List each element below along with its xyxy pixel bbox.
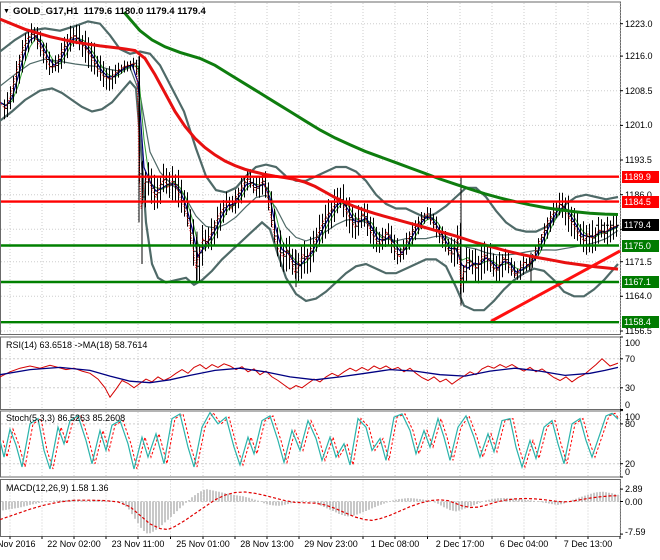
price-axis-label: 1208.5 <box>625 85 653 96</box>
price-axis-label: 1201.0 <box>625 120 653 131</box>
macd-signal-line <box>0 491 619 531</box>
support-price-badge: 1158.4 <box>622 316 659 329</box>
rsi-axis-label: 30 <box>625 382 636 393</box>
price-bars <box>3 23 618 306</box>
bollinger-middle-band <box>0 58 619 256</box>
time-axis-label: 2 Dec 17:00 <box>435 539 485 549</box>
time-axis-label: 7 Dec 13:00 <box>563 539 613 549</box>
chart-title: ▼ GOLD_G17,H1 1179.6 1180.0 1179.4 1179.4 <box>3 6 206 17</box>
resistance-price-badge: 1189.9 <box>622 170 659 183</box>
stoch-signal-line <box>2 411 620 470</box>
price-axis-label: 1216.0 <box>625 51 653 62</box>
macd-indicator-label: MACD(12,26,9) 1.58 1.36 <box>6 483 109 493</box>
rsi-axis-label: 0 <box>625 399 631 410</box>
macd-axis-label: -7.59 <box>625 526 646 537</box>
price-axis-label: 1156.5 <box>625 325 652 336</box>
bollinger-upper-band <box>0 20 619 233</box>
time-axis-label: 22 Nov 02:00 <box>47 539 101 549</box>
stoch-axis-label: 20 <box>625 458 636 469</box>
time-axis-label: 29 Nov 23:00 <box>304 539 358 549</box>
stoch-axis-label: 0 <box>625 467 631 477</box>
symbol-period-label: GOLD_G17,H1 <box>12 6 79 17</box>
time-axis-label: 1 Dec 08:00 <box>370 539 420 549</box>
resistance-price-badge: 1184.5 <box>622 195 659 208</box>
macd-histogram <box>2 489 619 534</box>
current-price-badge: 1179.4 <box>622 219 659 232</box>
macd-axis-label: 2.89 <box>625 484 643 495</box>
ascending-trendline <box>490 249 621 323</box>
rsi-axis-label: 70 <box>625 353 636 364</box>
rsi-axis-label: 100 <box>625 338 641 348</box>
bollinger-lower-band <box>0 79 619 312</box>
rsi-line <box>0 358 619 399</box>
ohlc-values: 1179.6 1180.0 1179.4 1179.4 <box>83 6 206 17</box>
ma-thin-green <box>0 37 619 272</box>
stoch-axis-label: 80 <box>625 418 636 429</box>
support-price-badge: 1167.1 <box>622 275 659 288</box>
time-axis-label: 28 Nov 13:00 <box>240 539 294 549</box>
support-price-badge: 1175.0 <box>622 239 659 252</box>
ma-fast-dotted <box>0 32 619 288</box>
stoch-indicator-label: Stoch(5,3,3) 86.5263 85.2608 <box>6 413 126 423</box>
time-axis-label: 23 Nov 11:00 <box>111 539 165 549</box>
price-axis-label: 1171.5 <box>625 256 652 267</box>
main-panel-frame <box>0 1 621 335</box>
ma-navy <box>0 35 619 273</box>
rsi-indicator-label: RSI(14) 63.6518 ->MA(18) 58.7614 <box>6 340 148 350</box>
time-axis-label: 25 Nov 01:00 <box>176 539 230 549</box>
stoch-axis-label: 100 <box>625 412 641 422</box>
price-axis-label: 1164.0 <box>625 291 652 302</box>
time-axis-label: 18 Nov 2016 <box>0 539 36 549</box>
macd-axis-label: 0.00 <box>625 496 643 507</box>
price-axis-label: 1193.5 <box>625 155 652 166</box>
stoch-main-line <box>0 411 619 470</box>
time-axis-label: 6 Dec 04:00 <box>499 539 549 549</box>
symbol-dropdown-icon[interactable]: ▼ <box>3 8 10 15</box>
price-axis-label: 1186.0 <box>625 190 659 200</box>
ma-green-thick <box>122 11 619 216</box>
rsi-panel-frame <box>0 336 621 410</box>
rsi-ma-line <box>0 366 619 384</box>
price-axis-label: 1223.0 <box>625 18 653 29</box>
